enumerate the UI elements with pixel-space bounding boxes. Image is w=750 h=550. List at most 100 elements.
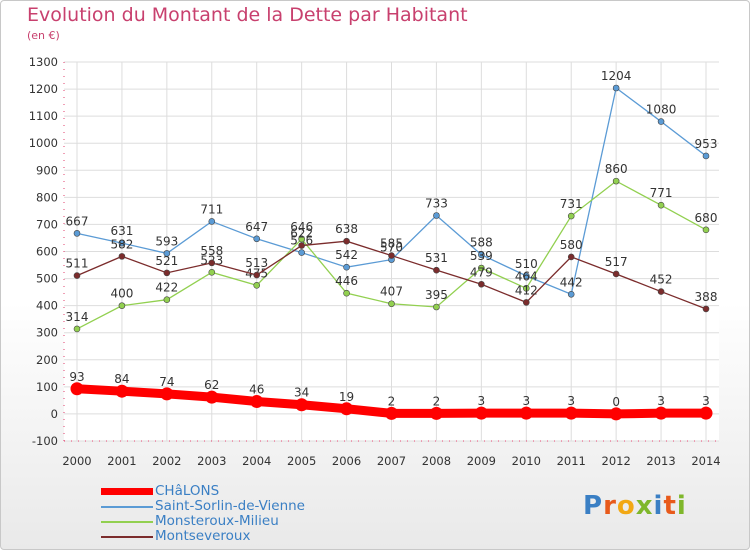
- series-3-point: [567, 253, 575, 261]
- series-0-data-label: 74: [159, 375, 174, 389]
- series-1-data-label: 542: [335, 248, 358, 262]
- legend-swatch-saint-sorlin: [101, 506, 153, 508]
- series-2-point: [343, 289, 350, 297]
- series-0-point: [519, 406, 533, 420]
- series-1-data-label: 570: [380, 241, 403, 255]
- series-1-point: [73, 230, 81, 237]
- series-3-data-label: 452: [650, 273, 673, 287]
- series-2-point: [478, 264, 485, 272]
- series-0-data-label: 2: [388, 394, 396, 408]
- series-0-data-label: 19: [339, 390, 354, 404]
- series-3-data-label: 511: [66, 257, 89, 271]
- series-1-point: [702, 152, 710, 160]
- y-tick-label: 800: [36, 190, 58, 204]
- y-tick-label: 600: [36, 245, 58, 259]
- series-2-data-label: 731: [560, 197, 583, 211]
- series-0-point: [295, 398, 309, 412]
- series-2-point: [163, 296, 171, 303]
- series-2-point: [522, 285, 530, 292]
- series-0-point: [654, 406, 668, 420]
- series-2-point: [208, 269, 216, 276]
- series-0-point: [160, 387, 174, 401]
- legend-swatch-chalons: [101, 488, 153, 495]
- series-2-data-label: 446: [335, 274, 358, 288]
- series-2-point: [253, 282, 261, 289]
- series-3-point: [208, 259, 216, 267]
- series-1-data-label: 588: [470, 236, 493, 250]
- legend-swatch-monsteroux: [101, 521, 153, 523]
- y-tick-label: 1100: [29, 109, 58, 123]
- series-1-point: [522, 272, 530, 280]
- series-3-point: [657, 288, 665, 295]
- x-tick-label: 2014: [691, 454, 720, 468]
- series-0-data-label: 3: [522, 394, 530, 408]
- series-0-point: [699, 406, 713, 420]
- series-3-data-label: 580: [560, 238, 583, 252]
- series-0-data-label: 0: [612, 395, 620, 409]
- series-3-data-label: 412: [515, 283, 538, 297]
- series-1-data-label: 631: [110, 224, 133, 238]
- series-2-data-label: 646: [290, 220, 313, 234]
- series-2-point: [612, 177, 620, 185]
- series-3-data-label: 585: [380, 237, 403, 251]
- y-tick-label: 200: [36, 353, 58, 367]
- series-3-data-label: 622: [290, 227, 313, 241]
- series-2-data-label: 422: [155, 281, 178, 295]
- series-2-point: [657, 201, 665, 209]
- y-tick-label: 900: [36, 163, 58, 177]
- series-3-point: [478, 280, 485, 288]
- legend-label-chalons: CHâLONS: [155, 483, 220, 499]
- x-tick-label: 2003: [197, 454, 226, 468]
- series-2-data-label: 771: [650, 186, 673, 200]
- x-tick-label: 2012: [602, 454, 631, 468]
- chart-subtitle: (en €): [27, 29, 60, 42]
- y-tick-label: 500: [36, 272, 58, 286]
- series-0-data-label: 46: [249, 382, 264, 396]
- series-0-point: [70, 382, 84, 396]
- series-1-point: [253, 235, 261, 243]
- series-3-point: [118, 253, 126, 260]
- series-2-point: [388, 300, 395, 308]
- series-1-point: [433, 212, 440, 219]
- series-2-point: [433, 303, 440, 311]
- series-0-point: [250, 394, 264, 408]
- series-3-data-label: 388: [695, 290, 718, 304]
- y-tick-label: 1300: [29, 55, 58, 69]
- series-2-point: [118, 302, 126, 309]
- series-3-data-label: 521: [155, 254, 178, 268]
- series-0-data-label: 93: [69, 370, 84, 384]
- series-1-data-label: 667: [66, 214, 89, 228]
- y-tick-label: 400: [36, 299, 58, 313]
- series-2-data-label: 407: [380, 285, 403, 299]
- y-tick-label: 0: [51, 407, 58, 421]
- series-3-point: [433, 266, 440, 274]
- series-0-point: [564, 406, 578, 420]
- series-0-point: [115, 384, 129, 398]
- x-tick-label: 2007: [377, 454, 406, 468]
- series-3-data-label: 558: [200, 244, 223, 258]
- x-tick-label: 2005: [287, 454, 316, 468]
- series-0-data-label: 3: [567, 394, 575, 408]
- series-2-point: [73, 325, 81, 333]
- series-2-point: [702, 226, 710, 234]
- series-1-data-label: 593: [155, 234, 178, 248]
- series-2-data-label: 400: [110, 287, 133, 301]
- series-0-point: [385, 406, 398, 420]
- proxiti-logo: Proxiti: [583, 491, 687, 521]
- series-3-data-label: 517: [605, 255, 628, 269]
- series-0-point: [609, 407, 623, 421]
- series-2-data-label: 680: [695, 211, 718, 225]
- series-2-point: [567, 212, 575, 220]
- x-tick-label: 2008: [422, 454, 451, 468]
- series-2-data-label: 314: [66, 310, 89, 324]
- x-tick-label: 2011: [557, 454, 586, 468]
- series-0-data-label: 3: [478, 394, 486, 408]
- series-1-point: [343, 263, 350, 271]
- series-0-point: [429, 406, 443, 420]
- series-3-point: [388, 252, 395, 259]
- y-tick-label: 1200: [29, 82, 58, 96]
- series-1-data-label: 1080: [646, 103, 677, 117]
- series-1-data-label: 647: [245, 220, 268, 234]
- series-1-data-label: 711: [200, 202, 223, 216]
- series-1-point: [567, 290, 575, 298]
